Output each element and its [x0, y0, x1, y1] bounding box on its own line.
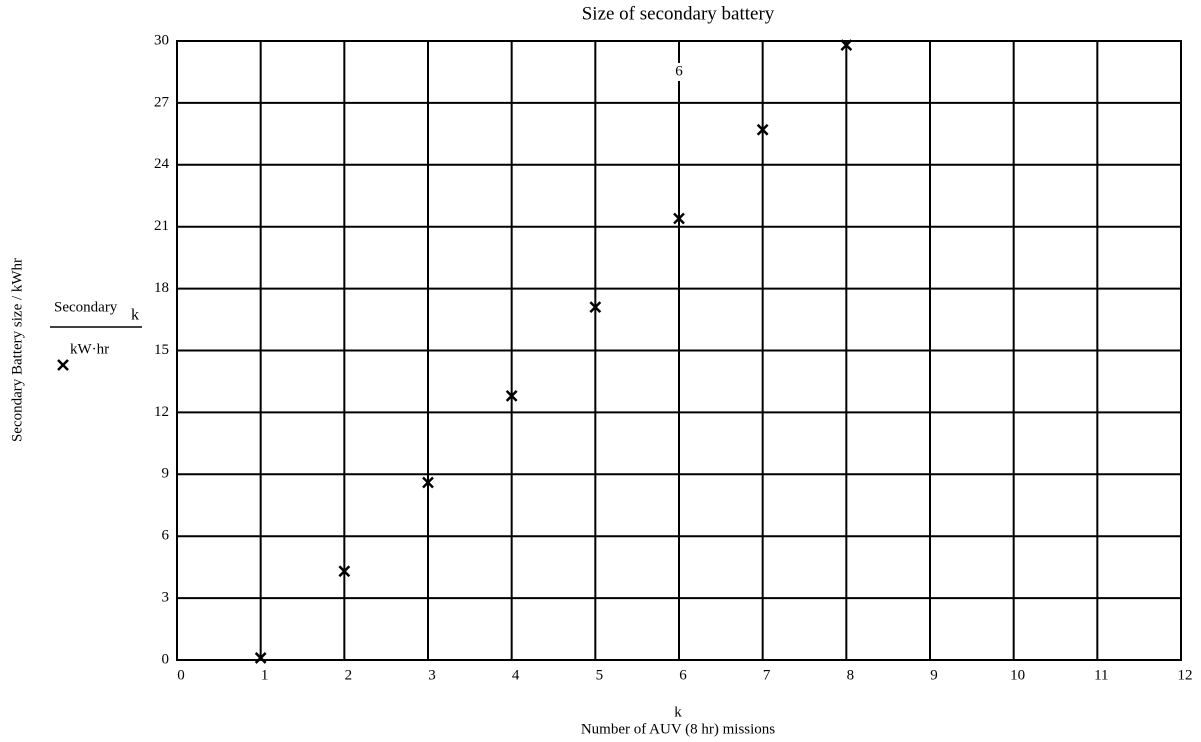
y-tick-label: 12: [154, 404, 169, 420]
point-stroke: [505, 390, 518, 402]
point-stroke: [422, 476, 434, 489]
x-tick-label: 10: [1010, 667, 1025, 683]
y-tick-label: 24: [154, 156, 170, 172]
y-tick-label: 15: [154, 342, 169, 358]
x-tick-label: 5: [596, 667, 604, 683]
x-tick-label: 8: [847, 667, 855, 683]
legend-marker: [57, 359, 69, 371]
plot-frame: [176, 40, 1182, 661]
y-tick-label: 0: [162, 651, 170, 667]
point: [756, 123, 769, 136]
chart-title: Size of secondary battery: [582, 3, 775, 24]
y-tick-label: 27: [154, 94, 170, 110]
x-tick-label: 7: [763, 667, 771, 683]
y-tick-label: 30: [154, 32, 169, 48]
y-tick-label: 21: [154, 218, 169, 234]
point: [840, 39, 853, 52]
point-stroke: [254, 652, 267, 664]
expr-numerator: Secondary: [54, 299, 118, 315]
x-tick-label: 1: [261, 667, 269, 683]
point: [673, 212, 685, 225]
x-tick-label: 3: [428, 667, 436, 683]
point-stroke: [338, 565, 351, 578]
point: [254, 652, 267, 664]
annotation-bg: [673, 62, 685, 81]
y-tick-label: 3: [162, 590, 170, 606]
point: [338, 565, 351, 578]
y-tick-label: 9: [162, 466, 170, 482]
point: [505, 390, 518, 402]
y-expression: Secondary k kW·hr: [50, 299, 142, 371]
point-stroke: [840, 39, 853, 52]
annotation: 6: [675, 63, 683, 79]
y-tick-label: 18: [154, 280, 169, 296]
point-stroke: [589, 301, 602, 314]
x-axis-var: k: [674, 704, 682, 720]
x-tick-label: 12: [1178, 667, 1193, 683]
x-tick-label: 11: [1094, 667, 1108, 683]
x-tick-label: 4: [512, 667, 520, 683]
x-tick-label: 0: [177, 667, 185, 683]
expr-denominator: kW·hr: [70, 341, 109, 357]
x-axis-label: Number of AUV (8 hr) missions: [581, 721, 775, 737]
point: [589, 301, 602, 314]
x-tick-label: 9: [930, 667, 938, 683]
point-stroke: [756, 123, 769, 136]
x-tick-label: 2: [345, 667, 353, 683]
y-axis-label: Secondary Battery size / kWhr: [9, 258, 25, 442]
x-tick-label: 6: [679, 667, 687, 683]
point-stroke: [673, 212, 685, 225]
y-tick-label: 6: [162, 528, 170, 544]
point: [422, 476, 434, 489]
expr-subscript: k: [131, 307, 139, 324]
